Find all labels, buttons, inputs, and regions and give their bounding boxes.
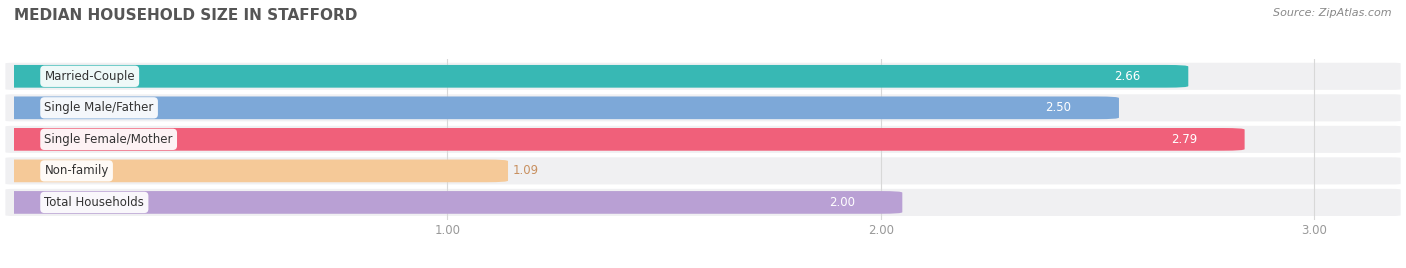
Text: Total Households: Total Households xyxy=(45,196,145,209)
Text: 2.66: 2.66 xyxy=(1115,70,1140,83)
FancyBboxPatch shape xyxy=(0,128,1244,151)
FancyBboxPatch shape xyxy=(6,63,1400,90)
FancyBboxPatch shape xyxy=(0,191,903,214)
Text: Source: ZipAtlas.com: Source: ZipAtlas.com xyxy=(1274,8,1392,18)
Text: MEDIAN HOUSEHOLD SIZE IN STAFFORD: MEDIAN HOUSEHOLD SIZE IN STAFFORD xyxy=(14,8,357,23)
Text: 2.50: 2.50 xyxy=(1045,101,1071,114)
Text: 1.09: 1.09 xyxy=(512,164,538,177)
Text: 2.79: 2.79 xyxy=(1171,133,1197,146)
FancyBboxPatch shape xyxy=(0,96,1119,119)
FancyBboxPatch shape xyxy=(0,159,508,182)
FancyBboxPatch shape xyxy=(6,157,1400,184)
FancyBboxPatch shape xyxy=(0,65,1188,88)
Text: Non-family: Non-family xyxy=(45,164,108,177)
Text: Single Female/Mother: Single Female/Mother xyxy=(45,133,173,146)
Text: Married-Couple: Married-Couple xyxy=(45,70,135,83)
FancyBboxPatch shape xyxy=(6,189,1400,216)
FancyBboxPatch shape xyxy=(6,94,1400,121)
Text: Single Male/Father: Single Male/Father xyxy=(45,101,153,114)
Text: 2.00: 2.00 xyxy=(828,196,855,209)
FancyBboxPatch shape xyxy=(6,126,1400,153)
